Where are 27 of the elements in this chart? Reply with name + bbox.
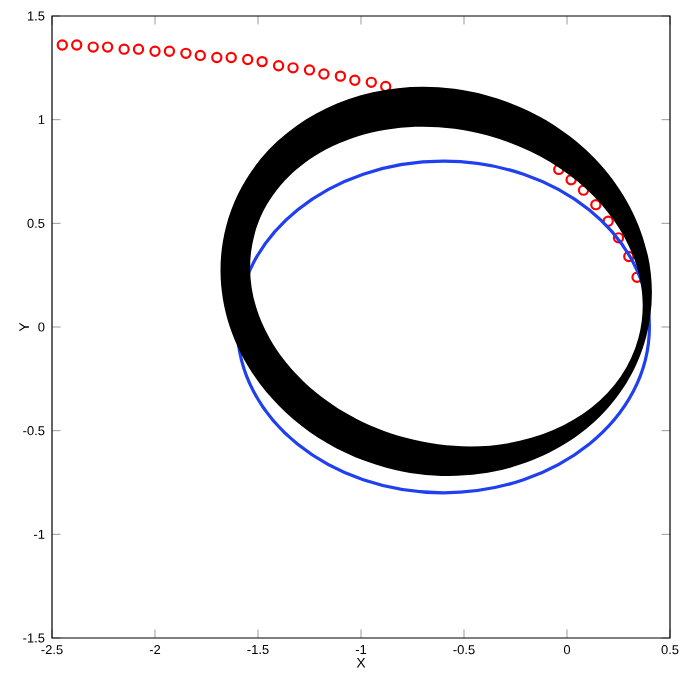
point: [590, 198, 602, 211]
point: [577, 184, 590, 196]
point: [612, 232, 625, 244]
point: [349, 74, 361, 86]
point: [565, 174, 577, 186]
point: [87, 41, 99, 53]
point: [272, 60, 285, 72]
point: [194, 49, 207, 62]
point: [623, 250, 635, 263]
point: [101, 41, 114, 53]
point: [602, 215, 614, 227]
point: [211, 51, 223, 64]
point: [56, 39, 68, 51]
point: [318, 68, 330, 80]
point: [287, 62, 299, 74]
point: [180, 47, 192, 59]
point: [334, 70, 347, 82]
point: [118, 43, 130, 55]
point: [71, 39, 83, 51]
point: [256, 55, 268, 68]
point: [149, 45, 161, 57]
point: [303, 64, 316, 76]
point: [242, 53, 254, 66]
point: [163, 45, 176, 57]
point: [132, 43, 145, 55]
point: [225, 51, 237, 64]
point: [365, 76, 377, 89]
